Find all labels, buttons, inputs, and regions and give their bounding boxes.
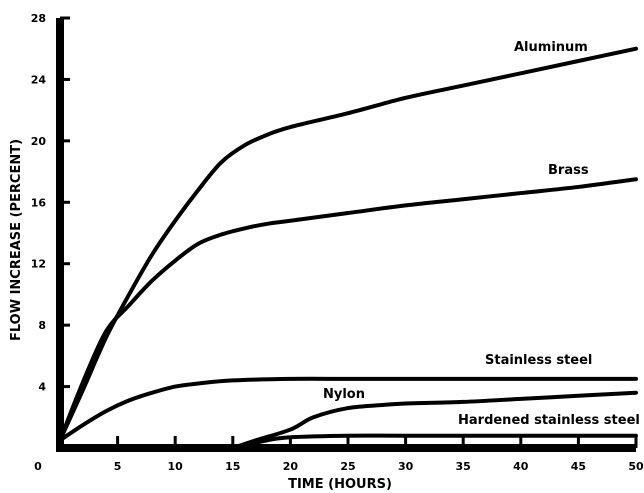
y-tick-label: 28 bbox=[31, 12, 46, 25]
y-tick-label: 4 bbox=[38, 381, 46, 394]
x-tick-label: 40 bbox=[513, 460, 529, 473]
series-line-brass bbox=[58, 177, 638, 443]
axes bbox=[56, 18, 636, 452]
x-axis-line bbox=[56, 444, 636, 452]
series-line-stainless-steel bbox=[58, 376, 638, 443]
x-tick-label: 50 bbox=[628, 460, 644, 473]
series-label-stainless-steel: Stainless steel bbox=[485, 353, 592, 368]
labels: Aluminum Brass Stainless steel Nylon Hardene… bbox=[323, 40, 640, 428]
y-tick-label: 20 bbox=[31, 135, 47, 148]
x-tick-label: 45 bbox=[571, 460, 586, 473]
x-tick-label: 0 bbox=[34, 460, 42, 473]
series-label-aluminum: Aluminum bbox=[514, 40, 588, 55]
x-tick-label: 5 bbox=[114, 460, 122, 473]
curves bbox=[58, 46, 638, 450]
series-line-aluminum bbox=[58, 46, 638, 443]
series-line-hardened-stainless-steel bbox=[230, 433, 638, 450]
y-axis-line bbox=[56, 18, 64, 452]
x-tick-label: 30 bbox=[398, 460, 414, 473]
series-label-nylon: Nylon bbox=[323, 387, 365, 402]
series-label-hardened-stainless-steel: Hardened stainless steel bbox=[458, 413, 640, 428]
series-label-brass: Brass bbox=[548, 163, 589, 178]
y-tick-label: 12 bbox=[31, 258, 46, 271]
x-tick-label: 15 bbox=[225, 460, 240, 473]
series-line-nylon bbox=[230, 390, 638, 450]
y-axis-title: FLOW INCREASE (PERCENT) bbox=[9, 139, 24, 341]
y-tick-label: 16 bbox=[31, 196, 47, 209]
y-tick-label: 8 bbox=[38, 319, 46, 332]
x-tick-label: 10 bbox=[168, 460, 184, 473]
ticks: 0 5 10 15 20 25 30 35 40 45 50 4 8 12 16 20 24 28 bbox=[31, 12, 644, 473]
x-tick-label: 20 bbox=[283, 460, 299, 473]
x-tick-label: 25 bbox=[340, 460, 355, 473]
x-axis-title: TIME (HOURS) bbox=[288, 477, 392, 492]
x-tick-label: 35 bbox=[456, 460, 471, 473]
y-tick-label: 24 bbox=[31, 73, 47, 86]
